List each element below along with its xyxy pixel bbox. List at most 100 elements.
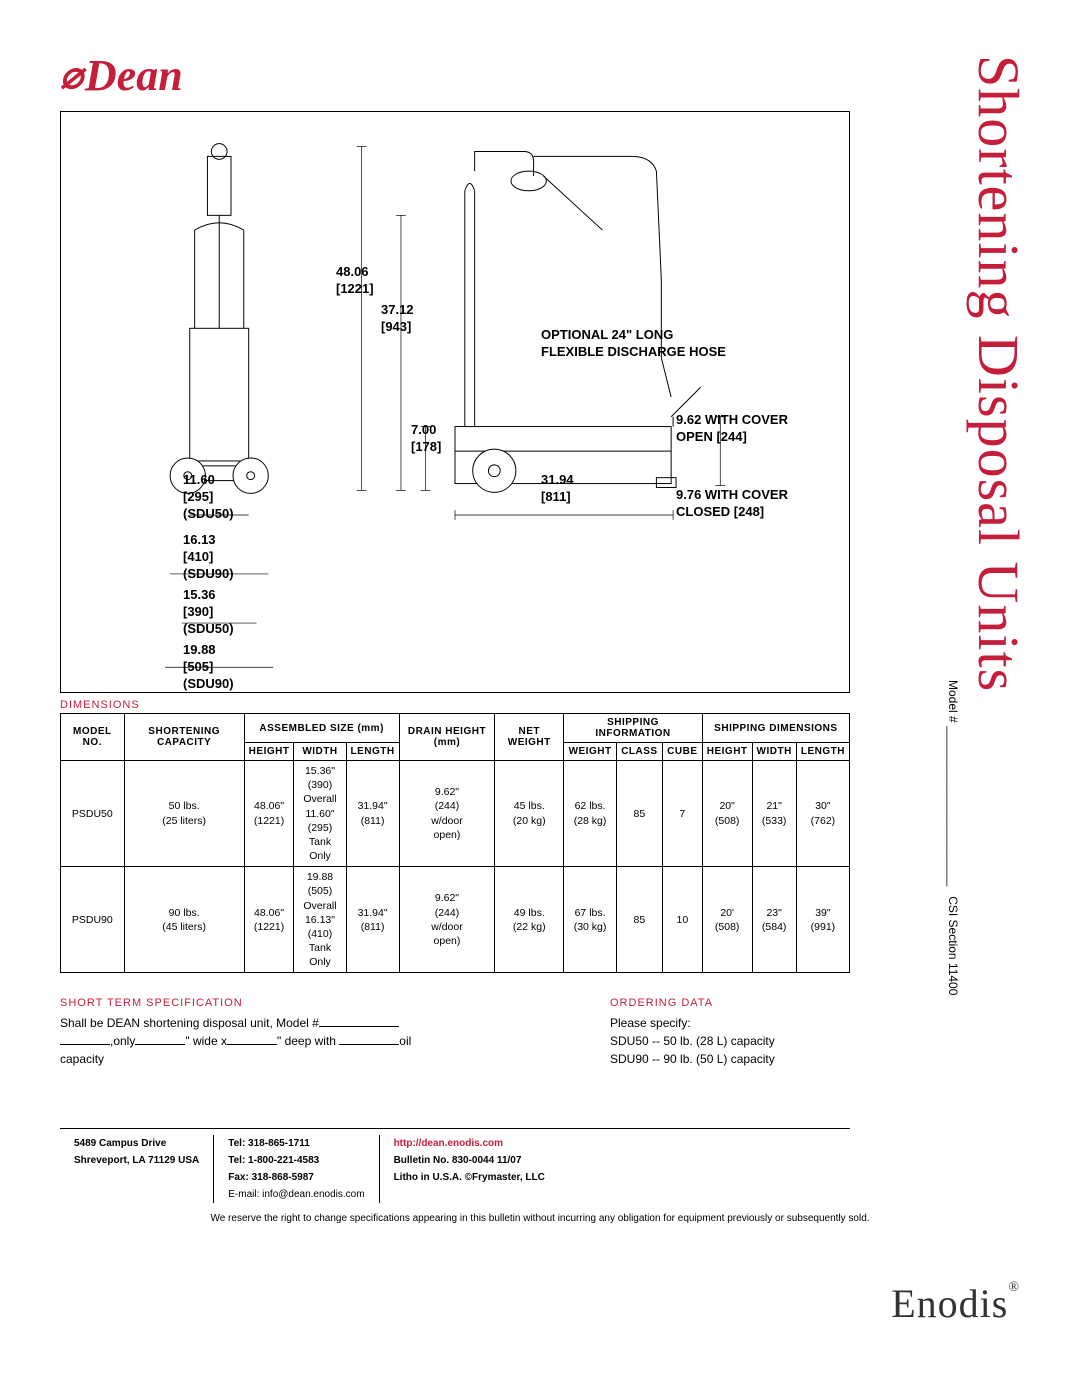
short-spec-col: SHORT TERM SPECIFICATION Shall be DEAN s… <box>60 989 570 1068</box>
th-shipinfo: SHIPPING INFORMATION <box>564 714 703 743</box>
table-cell: 85 <box>616 761 662 867</box>
ord-t3: SDU90 -- 90 lb. (50 L) capacity <box>610 1050 850 1068</box>
meta-csi: CSI Section 11400 <box>946 896 960 995</box>
blank-field[interactable] <box>319 1015 399 1027</box>
brand-text: Dean <box>85 50 183 101</box>
vertical-meta: Model # ________________________ CSI Sec… <box>943 680 962 995</box>
table-cell: 9.62" (244) w/door open) <box>399 761 495 867</box>
table-cell: 31.94" (811) <box>346 867 399 973</box>
meta-model: Model # ________________________ <box>946 680 960 886</box>
table-cell: 21" (533) <box>752 761 796 867</box>
table-cell: 20' (508) <box>702 867 752 973</box>
table-cell: 7 <box>662 761 702 867</box>
table-cell: 30" (762) <box>796 761 849 867</box>
th-assembled: ASSEMBLED SIZE (mm) <box>244 714 399 743</box>
table-cell: 48.06" (1221) <box>244 761 294 867</box>
th-sh: HEIGHT <box>702 743 752 761</box>
spec-t4: " deep with <box>277 1034 336 1048</box>
dim-w4: 19.88 [505] (SDU90) <box>183 642 234 693</box>
dim-h2: 37.12 [943] <box>381 302 414 336</box>
dim-h3: 7.00 [178] <box>411 422 441 456</box>
th-sl: LENGTH <box>796 743 849 761</box>
table-cell: 85 <box>616 867 662 973</box>
email: E-mail: info@dean.enodis.com <box>228 1186 364 1203</box>
table-row: PSDU5050 lbs. (25 liters)48.06" (1221)15… <box>61 761 850 867</box>
th-model: MODEL NO. <box>61 714 125 761</box>
dimensions-table: MODEL NO. SHORTENING CAPACITY ASSEMBLED … <box>60 713 850 973</box>
table-cell: 20" (508) <box>702 761 752 867</box>
dim-w1: 11.60 [295] (SDU50) <box>183 472 234 523</box>
ordering-col: ORDERING DATA Please specify: SDU50 -- 5… <box>610 989 850 1068</box>
dim-coveropen: 9.62 WITH COVER OPEN [244] <box>676 412 788 446</box>
table-cell: 31.94" (811) <box>346 761 399 867</box>
ord-t1: Please specify: <box>610 1014 850 1032</box>
enodis-text: Enodis <box>891 1281 1008 1326</box>
th-shipdim: SHIPPING DIMENSIONS <box>702 714 849 743</box>
specs-row: SHORT TERM SPECIFICATION Shall be DEAN s… <box>60 989 850 1068</box>
th-cube: CUBE <box>662 743 702 761</box>
blank-field[interactable] <box>60 1033 110 1045</box>
table-row: PSDU9090 lbs. (45 liters)48.06" (1221)19… <box>61 867 850 973</box>
tel2: Tel: 1-800-221-4583 <box>228 1152 364 1169</box>
blank-field[interactable] <box>339 1033 399 1045</box>
th-length: LENGTH <box>346 743 399 761</box>
dim-l1: 31.94 [811] <box>541 472 574 506</box>
table-cell: 15.36" (390) Overall 11.60" (295) Tank O… <box>294 761 346 867</box>
table-cell: 48.06" (1221) <box>244 867 294 973</box>
th-height: HEIGHT <box>244 743 294 761</box>
th-weight: WEIGHT <box>564 743 617 761</box>
footer-address: 5489 Campus Drive Shreveport, LA 71129 U… <box>60 1135 214 1203</box>
th-class: CLASS <box>616 743 662 761</box>
footer-info: http://dean.enodis.com Bulletin No. 830-… <box>380 1135 559 1203</box>
spec-t6: capacity <box>60 1052 104 1066</box>
enodis-logo: Enodis® <box>891 1280 1020 1327</box>
dim-w2: 16.13 [410] (SDU90) <box>183 532 234 583</box>
litho: Litho in U.S.A. ©Frymaster, LLC <box>394 1169 545 1186</box>
table-cell: 50 lbs. (25 liters) <box>124 761 244 867</box>
url-link[interactable]: http://dean.enodis.com <box>394 1135 545 1152</box>
table-cell: 45 lbs. (20 kg) <box>495 761 564 867</box>
table-cell: 49 lbs. (22 kg) <box>495 867 564 973</box>
ordering-header: ORDERING DATA <box>610 995 850 1012</box>
dim-coverclosed: 9.76 WITH COVER CLOSED [248] <box>676 487 788 521</box>
dim-w3: 15.36 [390] (SDU50) <box>183 587 234 638</box>
addr1: 5489 Campus Drive <box>74 1135 199 1152</box>
ord-t2: SDU50 -- 50 lb. (28 L) capacity <box>610 1032 850 1050</box>
table-cell: 9.62" (244) w/door open) <box>399 867 495 973</box>
vertical-title: Shortening Disposal Units <box>965 55 1032 692</box>
diagram-area: 48.06 [1221] 37.12 [943] 7.00 [178] OPTI… <box>61 112 849 692</box>
dean-logo: ⌀Dean <box>60 50 1020 101</box>
table-cell: 19.88 (505) Overall 16.13" (410) Tank On… <box>294 867 346 973</box>
disclaimer: We reserve the right to change specifica… <box>60 1213 1020 1224</box>
th-capacity: SHORTENING CAPACITY <box>124 714 244 761</box>
addr2: Shreveport, LA 71129 USA <box>74 1152 199 1169</box>
table-cell: PSDU50 <box>61 761 125 867</box>
short-spec-header: SHORT TERM SPECIFICATION <box>60 995 570 1012</box>
tel1: Tel: 318-865-1711 <box>228 1135 364 1152</box>
footer: 5489 Campus Drive Shreveport, LA 71129 U… <box>60 1128 850 1203</box>
dimensions-header: DIMENSIONS <box>60 699 1020 711</box>
bulletin: Bulletin No. 830-0044 11/07 <box>394 1152 545 1169</box>
table-cell: 39" (991) <box>796 867 849 973</box>
footer-contact: Tel: 318-865-1711 Tel: 1-800-221-4583 Fa… <box>214 1135 379 1203</box>
fax: Fax: 318-868-5987 <box>228 1169 364 1186</box>
table-cell: 62 lbs. (28 kg) <box>564 761 617 867</box>
main-frame: 48.06 [1221] 37.12 [943] 7.00 [178] OPTI… <box>60 111 850 693</box>
table-cell: 10 <box>662 867 702 973</box>
dim-hose: OPTIONAL 24" LONG FLEXIBLE DISCHARGE HOS… <box>541 327 726 361</box>
th-width: WIDTH <box>294 743 346 761</box>
trademark-icon: ® <box>1008 1280 1020 1295</box>
table-cell: 90 lbs. (45 liters) <box>124 867 244 973</box>
spec-t2: ,only <box>110 1034 135 1048</box>
table-cell: PSDU90 <box>61 867 125 973</box>
logo-swoosh-icon: ⌀ <box>60 53 83 98</box>
spec-t3: " wide x <box>185 1034 227 1048</box>
spec-t1: Shall be DEAN shortening disposal unit, … <box>60 1016 319 1030</box>
spec-t5: oil <box>399 1034 411 1048</box>
short-spec-body: Shall be DEAN shortening disposal unit, … <box>60 1014 570 1068</box>
blank-field[interactable] <box>135 1033 185 1045</box>
blank-field[interactable] <box>227 1033 277 1045</box>
table-cell: 23" (584) <box>752 867 796 973</box>
table-cell: 67 lbs. (30 kg) <box>564 867 617 973</box>
dim-h1: 48.06 [1221] <box>336 264 374 298</box>
